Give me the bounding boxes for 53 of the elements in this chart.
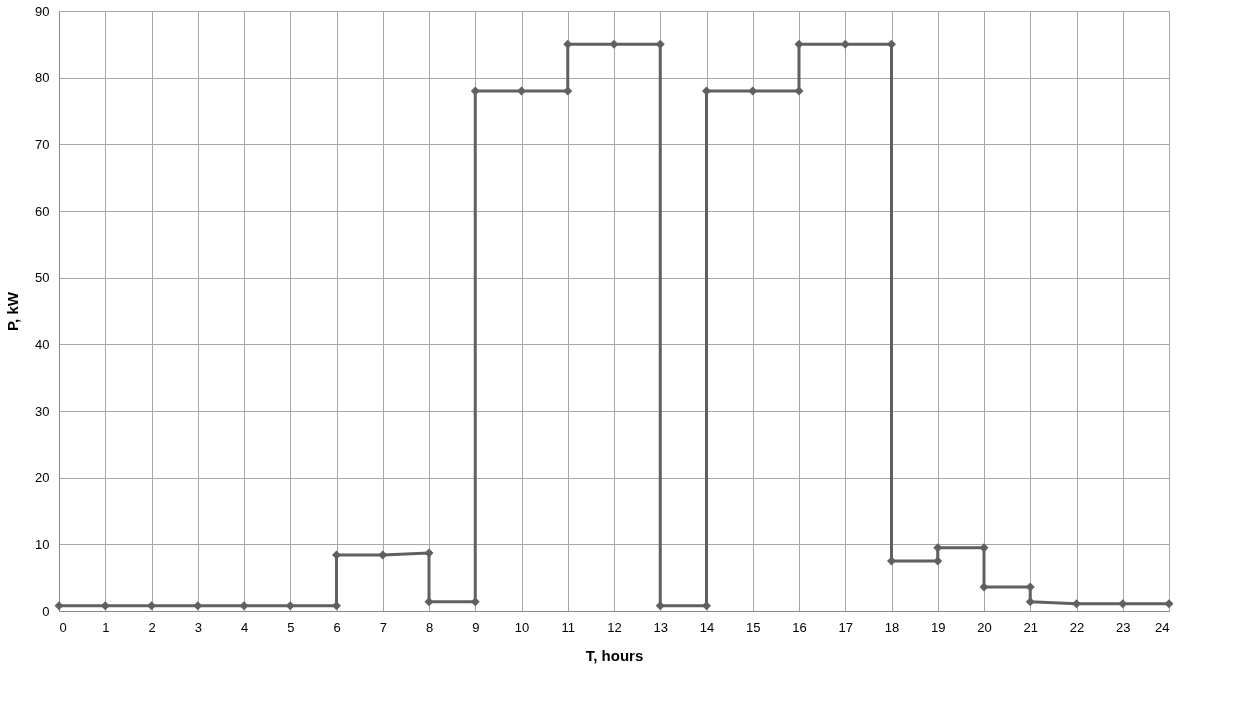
x-tick-label: 0 (59, 619, 67, 635)
point (794, 39, 804, 49)
point (794, 86, 804, 96)
x-tick-label: 1 (102, 619, 110, 635)
x-tick-label: 15 (746, 619, 761, 635)
y-tick-label: 30 (35, 403, 50, 419)
x-tick-label: 18 (884, 619, 900, 635)
x-tick-label: 9 (472, 619, 480, 635)
x-tick-label: 4 (240, 619, 249, 635)
x-tick-label: 22 (1069, 619, 1085, 635)
y-tick-label: 0 (42, 603, 50, 619)
x-tick-label: 7 (379, 619, 387, 635)
point (609, 39, 619, 49)
x-tick-label: 12 (607, 619, 622, 635)
x-tick-label: 14 (699, 619, 715, 635)
x-axis-title: T, hours (585, 646, 644, 664)
x-tick-label: 19 (931, 619, 946, 635)
point (424, 548, 434, 558)
x-tick-label: 2 (148, 619, 156, 635)
x-tick-label: 3 (194, 619, 202, 635)
point (979, 582, 989, 592)
point (655, 601, 665, 611)
x-tick-label: 20 (977, 619, 992, 635)
x-tick-label: 6 (333, 619, 341, 635)
point (424, 597, 434, 607)
x-tick-label: 11 (561, 619, 575, 635)
point (239, 601, 249, 611)
y-tick-label: 10 (35, 536, 50, 552)
y-tick-label: 50 (35, 270, 50, 286)
point (54, 601, 64, 611)
x-tick-label: 21 (1023, 619, 1038, 635)
x-tick-label: 5 (287, 619, 295, 635)
y-tick-label: 20 (35, 470, 50, 486)
x-tick-label: 23 (1116, 619, 1131, 635)
point (1025, 597, 1035, 607)
y-tick-label: 40 (35, 336, 50, 352)
y-tick-label: 70 (35, 136, 50, 152)
x-tick-label: 8 (425, 619, 434, 635)
point (470, 86, 480, 96)
y-axis-title: P, kW (4, 291, 22, 331)
y-tick-label: 80 (35, 70, 50, 86)
x-tick-label: 17 (838, 619, 853, 635)
point (1164, 599, 1174, 609)
point (147, 601, 156, 611)
y-tick-label: 60 (35, 203, 50, 219)
x-tick-label: 10 (514, 619, 530, 635)
point (563, 86, 573, 96)
x-tick-label: 13 (653, 619, 668, 635)
point (1072, 599, 1081, 609)
y-tick-label: 90 (35, 3, 50, 19)
x-tick-label: 16 (792, 619, 807, 635)
x-tick-label: 24 (1155, 619, 1170, 635)
point (933, 556, 943, 566)
